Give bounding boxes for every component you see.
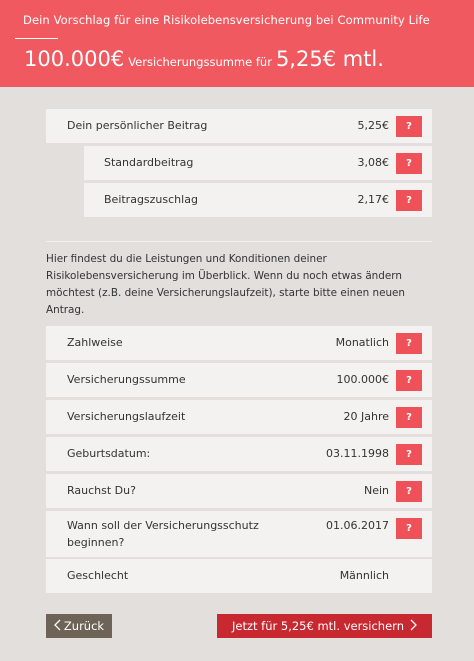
row-label: Versicherungslaufzeit [67, 410, 186, 423]
detail-row-birthdate: Geburtsdatum: 03.11.1998 ? [46, 437, 432, 471]
row-label: Wann soll der Versicherungsschutz beginn… [67, 519, 259, 549]
row-label: Rauchst Du? [67, 484, 136, 497]
help-button[interactable]: ? [396, 153, 422, 174]
premium-row-personal: Dein persönlicher Beitrag 5,25€ ? [46, 109, 432, 143]
offer-header: Dein Vorschlag für eine Risikolebensvers… [0, 0, 474, 87]
help-button[interactable]: ? [396, 444, 422, 465]
premium-row-surcharge: Beitragszuschlag 2,17€ ? [84, 183, 432, 217]
row-value: 3,08€ [357, 156, 390, 169]
help-button[interactable]: ? [396, 116, 422, 137]
row-label: Beitragszuschlag [104, 193, 198, 206]
row-label: Standardbeitrag [104, 156, 194, 169]
row-value: 5,25€ [357, 119, 390, 132]
detail-row-sum: Versicherungssumme 100.000€ ? [46, 363, 432, 397]
detail-row-term: Versicherungslaufzeit 20 Jahre ? [46, 400, 432, 434]
row-value: 2,17€ [357, 193, 390, 206]
intro-text: Hier findest du die Leistungen und Kondi… [46, 253, 406, 316]
row-value: 03.11.1998 [326, 447, 389, 460]
row-value: Nein [363, 484, 389, 497]
submit-button-label: Jetzt für 5,25€ mtl. versichern [232, 619, 404, 633]
row-label: Versicherungssumme [67, 373, 186, 386]
premium-row-standard: Standardbeitrag 3,08€ ? [84, 146, 432, 180]
row-label: Zahlweise [67, 336, 123, 349]
row-value: 20 Jahre [343, 410, 390, 423]
summary-sum-label: Versicherungssumme für [128, 55, 272, 69]
help-button[interactable]: ? [396, 333, 422, 354]
detail-row-smoker: Rauchst Du? Nein ? [46, 474, 432, 508]
detail-row-payment: Zahlweise Monatlich ? [46, 326, 432, 360]
row-value: Monatlich [335, 336, 389, 349]
row-value: Männlich [339, 569, 389, 582]
back-button[interactable]: Zurück [46, 614, 112, 638]
row-value: 100.000€ [336, 373, 390, 386]
detail-row-gender: Geschlecht Männlich [46, 559, 432, 593]
help-button[interactable]: ? [396, 370, 422, 391]
summary-sum: 100.000€ [24, 47, 125, 71]
detail-row-start: Wann soll der Versicherungsschutz beginn… [46, 511, 432, 557]
offer-subtitle: Dein Vorschlag für eine Risikolebensvers… [23, 13, 430, 27]
help-button[interactable]: ? [396, 407, 422, 428]
summary-price: 5,25€ mtl. [275, 47, 384, 71]
row-label: Geschlecht [67, 569, 129, 582]
chevron-left-icon [53, 619, 61, 631]
header-divider [15, 38, 58, 39]
row-value: 01.06.2017 [326, 519, 389, 532]
help-button[interactable]: ? [396, 190, 422, 211]
submit-button[interactable]: Jetzt für 5,25€ mtl. versichern [217, 614, 432, 638]
row-label: Dein persönlicher Beitrag [67, 119, 208, 132]
help-button[interactable]: ? [396, 518, 422, 539]
section-divider [46, 241, 432, 242]
offer-summary: 100.000€ Versicherungssumme für 5,25€ mtl. [24, 47, 384, 71]
back-button-label: Zurück [63, 619, 105, 633]
help-button[interactable]: ? [396, 481, 422, 502]
chevron-right-icon [410, 619, 417, 631]
row-label: Geburtsdatum: [67, 447, 151, 460]
